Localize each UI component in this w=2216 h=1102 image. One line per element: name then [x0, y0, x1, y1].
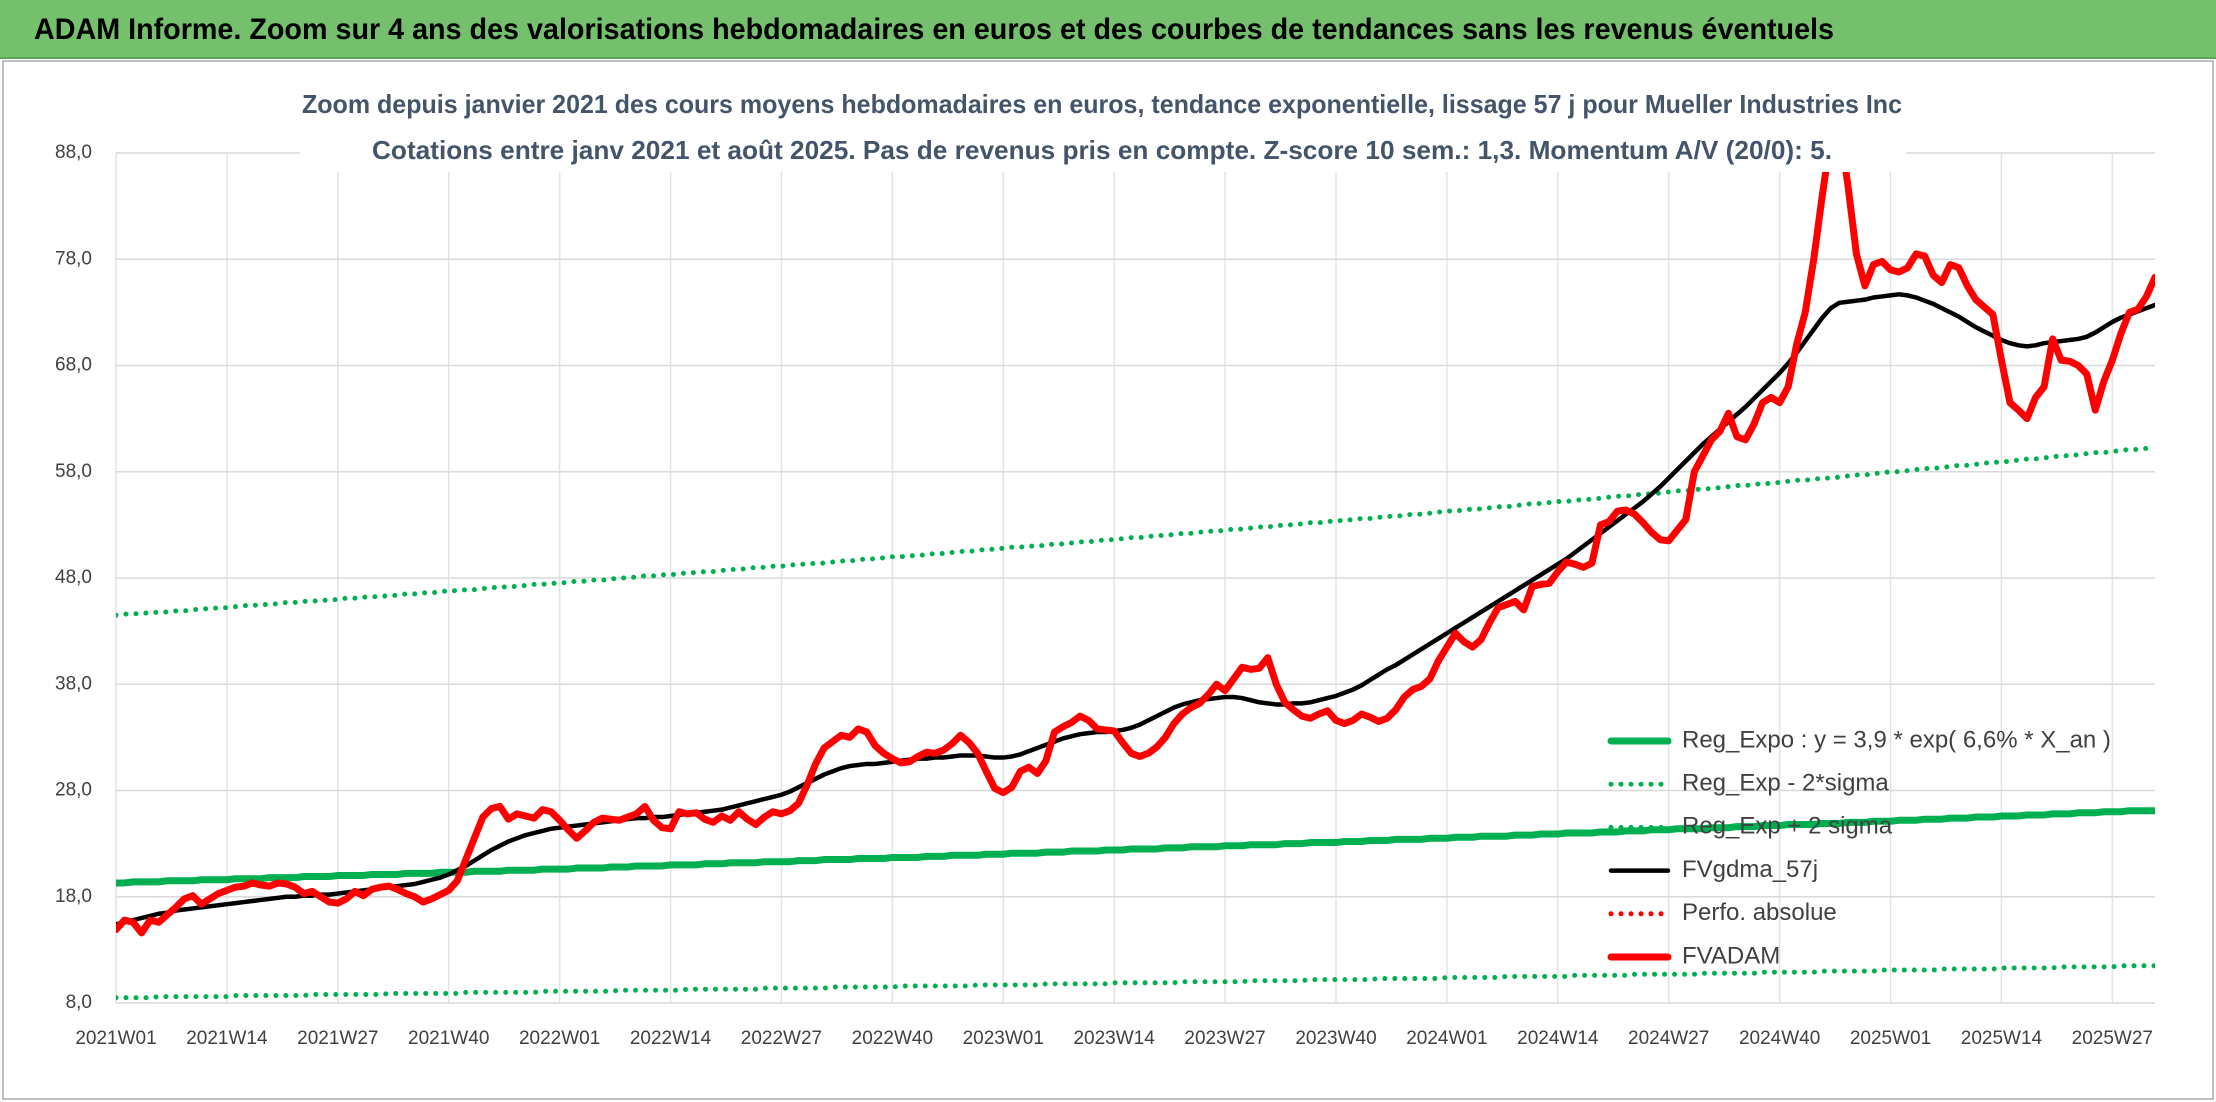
legend-label: Reg_Expo : y = 3,9 * exp( 6,6% * X_an ) [1682, 726, 2111, 753]
series-line [116, 444, 2155, 618]
x-tick-label: 2021W14 [186, 1028, 268, 1049]
legend-label: FVgdma_57j [1682, 856, 1818, 883]
x-tick-label: 2021W01 [75, 1028, 156, 1049]
chart-frame [2, 60, 2214, 1100]
y-tick-label: 58,0 [55, 461, 92, 482]
plot-area [116, 153, 2155, 1001]
x-tick-label: 2022W01 [519, 1028, 600, 1049]
header-band [0, 0, 2216, 58]
x-tick-label: 2023W40 [1295, 1028, 1376, 1049]
x-tick-label: 2022W40 [852, 1028, 933, 1049]
legend-label: Perfo. absolue [1682, 899, 1837, 926]
y-tick-label: 38,0 [55, 673, 92, 694]
x-tick-label: 2025W01 [1850, 1028, 1931, 1049]
x-tick-label: 2022W14 [630, 1028, 712, 1049]
y-tick-label: 8,0 [66, 992, 92, 1013]
y-tick-label: 18,0 [55, 886, 92, 907]
series-line [116, 963, 2155, 1001]
chart-subtitle: Cotations entre janv 2021 et août 2025. … [372, 135, 1832, 165]
x-tick-label: 2024W14 [1517, 1028, 1599, 1049]
legend-label: Reg_Exp + 2 sigma [1682, 813, 1893, 840]
x-tick-label: 2023W14 [1073, 1028, 1155, 1049]
x-tick-label: 2023W01 [963, 1028, 1044, 1049]
series-line [116, 153, 2155, 937]
y-tick-label: 88,0 [55, 142, 92, 163]
legend-label: FVADAM [1682, 942, 1780, 969]
x-tick-label: 2021W40 [408, 1028, 489, 1049]
legend: Reg_Expo : y = 3,9 * exp( 6,6% * X_an ) R… [1607, 726, 2111, 969]
subtitle-backdrop [300, 132, 1906, 172]
y-tick-label: 68,0 [55, 355, 92, 376]
y-tick-label: 48,0 [55, 567, 92, 588]
y-tick-label: 78,0 [55, 248, 92, 269]
chart-subtitle: Zoom depuis janvier 2021 des cours moyen… [302, 89, 1902, 119]
y-tick-label: 28,0 [55, 780, 92, 801]
x-tick-label: 2025W27 [2072, 1028, 2153, 1049]
x-tick-label: 2023W27 [1184, 1028, 1265, 1049]
grid: 2021W01 2021W14 2021W27 2021W40 2022W01 2022W… [55, 142, 2155, 1049]
x-tick-label: 2025W14 [1961, 1028, 2043, 1049]
x-tick-label: 2024W40 [1739, 1028, 1820, 1049]
series-line [116, 292, 2155, 927]
x-tick-label: 2024W27 [1628, 1028, 1709, 1049]
x-tick-label: 2024W01 [1406, 1028, 1487, 1049]
x-tick-label: 2021W27 [297, 1028, 378, 1049]
header-title: ADAM Informe. Zoom sur 4 ans des valoris… [34, 13, 1834, 46]
legend-label: Reg_Exp - 2*sigma [1682, 770, 1889, 797]
x-tick-label: 2022W27 [741, 1028, 822, 1049]
